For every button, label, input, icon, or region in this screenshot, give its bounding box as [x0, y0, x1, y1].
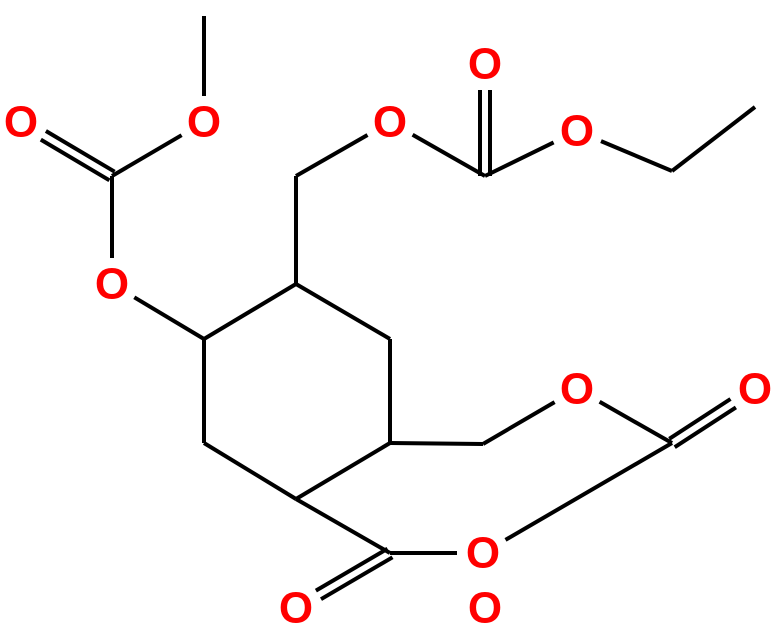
molecule-diagram: OOOOOOOOOOO: [0, 0, 779, 632]
atom-label-o: O: [560, 107, 594, 156]
bond-line: [413, 135, 485, 176]
atom-label-o: O: [738, 365, 772, 414]
bond-line: [204, 284, 296, 339]
atom-label-o: O: [4, 98, 38, 147]
bond-line: [204, 443, 296, 499]
atom-label-o: O: [279, 584, 313, 632]
atom-label-o: O: [466, 529, 500, 578]
bond-line: [112, 135, 182, 176]
bond-line: [296, 499, 390, 553]
atom-label-o: O: [560, 365, 594, 414]
atom-label-o: O: [468, 40, 502, 89]
bond-line: [134, 297, 204, 339]
bond-line: [506, 443, 673, 540]
bond-line: [485, 142, 554, 176]
atom-label-o: O: [187, 98, 221, 147]
bond-line: [600, 402, 672, 443]
bond-line: [483, 402, 555, 444]
bond-line: [41, 140, 110, 181]
bond-line: [46, 131, 115, 172]
bond-line: [672, 107, 755, 171]
bond-line: [601, 141, 672, 171]
bond-line: [296, 284, 390, 339]
atom-label-o: O: [373, 98, 407, 147]
bond-line: [321, 557, 393, 599]
bond-line: [296, 135, 368, 176]
bond-line: [296, 443, 390, 499]
atom-label-o: O: [468, 584, 502, 632]
bond-line: [316, 549, 388, 591]
atom-label-o: O: [95, 260, 129, 309]
bond-line: [390, 443, 483, 444]
